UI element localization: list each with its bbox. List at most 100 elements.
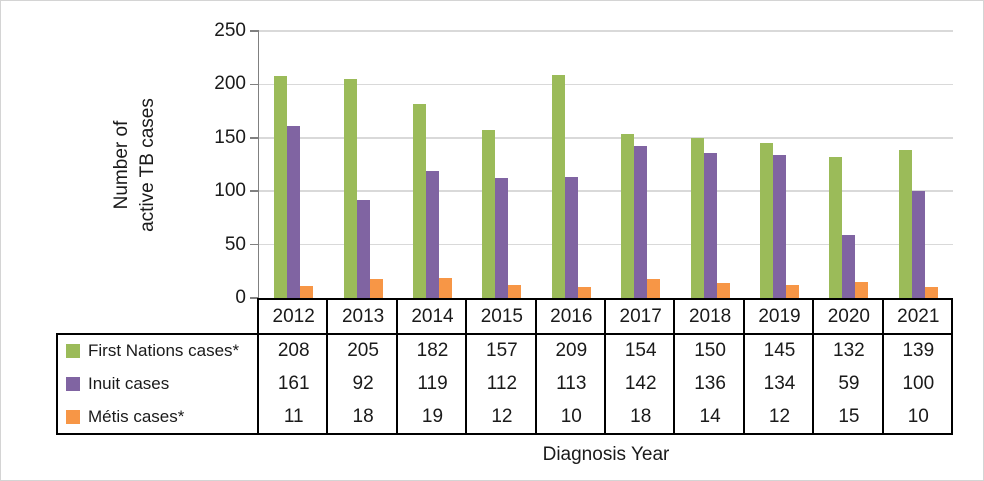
gridline-100 bbox=[259, 190, 953, 192]
x-axis-title: Diagnosis Year bbox=[542, 444, 670, 465]
table-header-bottom-border bbox=[56, 333, 953, 335]
table-value-2014-row0: 182 bbox=[416, 340, 449, 362]
table-column-border-3 bbox=[465, 298, 468, 435]
table-value-2020-row2: 15 bbox=[838, 405, 860, 427]
bar-2012-first-nations-cases- bbox=[274, 76, 288, 298]
table-value-2014-row2: 19 bbox=[421, 405, 444, 427]
legend-item-first-nations-cases-: First Nations cases* bbox=[66, 335, 257, 367]
table-column-border-2 bbox=[395, 298, 398, 435]
table-value-2021-row0: 139 bbox=[902, 340, 935, 362]
table-column-border-1 bbox=[326, 298, 329, 435]
bar-2020-inuit-cases bbox=[842, 235, 856, 298]
bar-2014-first-nations-cases- bbox=[413, 104, 426, 298]
table-value-2012-row2: 11 bbox=[283, 405, 304, 427]
bar-2014-m-tis-cases- bbox=[439, 278, 452, 298]
y-axis-title-line1: Number of bbox=[111, 120, 133, 209]
legend-swatch-inuit-cases bbox=[66, 377, 80, 391]
y-axis-title-text: Number of active TB cases bbox=[109, 98, 161, 232]
y-tick-label-50: 50 bbox=[224, 233, 246, 255]
bar-2021-m-tis-cases- bbox=[924, 287, 938, 298]
bar-2019-m-tis-cases- bbox=[786, 285, 799, 298]
year-header-2014: 2014 bbox=[411, 306, 454, 327]
y-tick-label-0: 0 bbox=[235, 287, 246, 308]
table-value-2013-row1: 92 bbox=[352, 373, 374, 394]
bar-2021-first-nations-cases- bbox=[898, 150, 912, 298]
year-header-2016: 2016 bbox=[550, 306, 593, 327]
bar-2019-first-nations-cases- bbox=[760, 143, 773, 298]
table-value-2017-row2: 18 bbox=[630, 405, 652, 427]
y-axis-line bbox=[257, 31, 259, 299]
year-header-2017: 2017 bbox=[619, 306, 662, 327]
table-value-2020-row0: 132 bbox=[833, 340, 865, 362]
table-column-border-6 bbox=[673, 298, 676, 435]
gridline-200 bbox=[259, 83, 953, 86]
table-value-2013-row2: 18 bbox=[352, 405, 374, 427]
table-column-border-9 bbox=[881, 298, 884, 435]
year-header-2012: 2012 bbox=[272, 306, 315, 327]
legend-left-border bbox=[56, 333, 58, 435]
table-value-2021-row2: 10 bbox=[907, 405, 929, 427]
year-header-2020: 2020 bbox=[827, 306, 871, 327]
y-axis-title: Number of active TB cases bbox=[97, 31, 173, 298]
table-value-2019-row0: 145 bbox=[763, 340, 796, 362]
year-header-2021: 2021 bbox=[897, 306, 940, 327]
y-tick-mark-200 bbox=[250, 83, 259, 86]
gridline-150 bbox=[259, 137, 953, 139]
bar-2015-first-nations-cases- bbox=[482, 130, 496, 298]
bar-2019-inuit-cases bbox=[773, 155, 786, 298]
y-tick-mark-0 bbox=[250, 297, 259, 299]
table-value-2013-row0: 205 bbox=[347, 340, 379, 362]
table-value-2015-row2: 12 bbox=[491, 405, 513, 427]
bar-2017-m-tis-cases- bbox=[647, 279, 661, 298]
bar-2016-first-nations-cases- bbox=[551, 75, 565, 298]
table-value-2018-row2: 14 bbox=[699, 405, 721, 427]
table-value-2017-row1: 142 bbox=[624, 373, 657, 394]
table-bottom-border bbox=[56, 433, 953, 435]
table-value-2017-row0: 154 bbox=[624, 340, 657, 362]
table-column-border-0 bbox=[257, 298, 259, 435]
bar-2016-m-tis-cases- bbox=[577, 287, 591, 298]
table-column-border-8 bbox=[812, 298, 815, 435]
year-header-2015: 2015 bbox=[480, 306, 524, 327]
year-header-2019: 2019 bbox=[758, 306, 801, 327]
table-value-2019-row1: 134 bbox=[763, 373, 796, 394]
table-value-2018-row0: 150 bbox=[694, 340, 726, 362]
legend-item-inuit-cases: Inuit cases bbox=[66, 368, 257, 400]
bar-2013-inuit-cases bbox=[356, 200, 370, 298]
table-value-2018-row1: 136 bbox=[694, 373, 726, 394]
legend-label: Inuit cases bbox=[88, 374, 170, 393]
year-header-2018: 2018 bbox=[688, 306, 732, 327]
table-value-2012-row0: 208 bbox=[277, 340, 310, 362]
legend-label: First Nations cases* bbox=[88, 341, 240, 361]
bar-2020-first-nations-cases- bbox=[829, 157, 843, 298]
legend-swatch-m-tis-cases- bbox=[66, 409, 80, 424]
bar-2014-inuit-cases bbox=[426, 171, 439, 298]
y-tick-mark-250 bbox=[250, 30, 259, 32]
bar-2017-first-nations-cases- bbox=[621, 134, 635, 298]
bar-2017-inuit-cases bbox=[634, 146, 648, 298]
table-value-2021-row1: 100 bbox=[902, 373, 935, 394]
legend-swatch-first-nations-cases- bbox=[66, 344, 80, 359]
bar-2020-m-tis-cases- bbox=[855, 282, 869, 298]
y-tick-mark-50 bbox=[250, 243, 259, 246]
bar-2013-first-nations-cases- bbox=[343, 79, 357, 298]
bar-2018-inuit-cases bbox=[703, 153, 717, 298]
table-value-2015-row1: 112 bbox=[486, 373, 518, 394]
bar-2012-m-tis-cases- bbox=[300, 286, 314, 298]
bar-2021-inuit-cases bbox=[911, 191, 925, 298]
y-tick-label-200: 200 bbox=[214, 73, 246, 95]
legend-label: Métis cases* bbox=[88, 406, 185, 426]
table-column-border-10 bbox=[951, 298, 953, 435]
table-value-2020-row1: 59 bbox=[838, 373, 860, 394]
y-tick-mark-100 bbox=[250, 190, 259, 192]
bar-2015-m-tis-cases- bbox=[508, 285, 522, 298]
bar-2016-inuit-cases bbox=[564, 177, 578, 298]
table-value-2015-row0: 157 bbox=[486, 340, 518, 362]
y-tick-label-250: 250 bbox=[214, 20, 246, 41]
y-tick-mark-150 bbox=[250, 137, 259, 139]
table-value-2016-row1: 113 bbox=[556, 373, 587, 394]
table-value-2016-row0: 209 bbox=[555, 340, 588, 362]
table-value-2019-row2: 12 bbox=[768, 405, 791, 427]
bar-2012-inuit-cases bbox=[287, 126, 301, 298]
legend-item-m-tis-cases-: Métis cases* bbox=[66, 401, 257, 433]
